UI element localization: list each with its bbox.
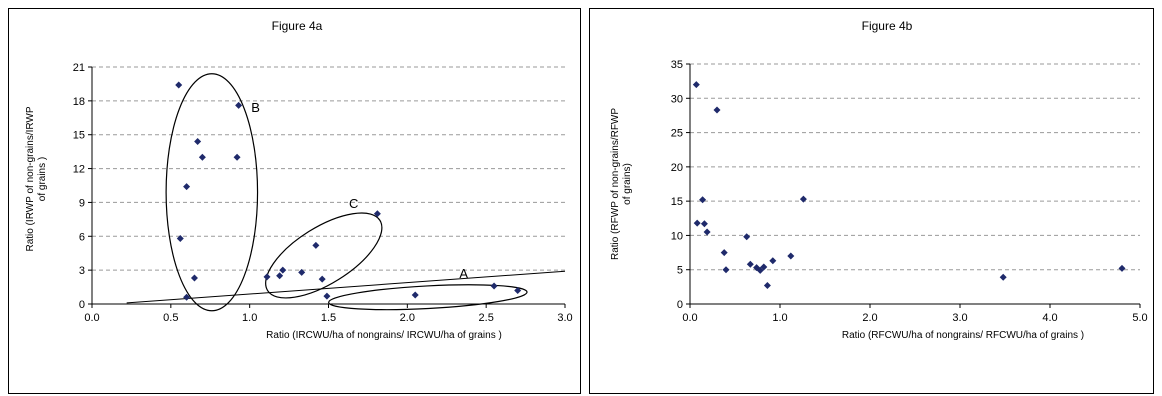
figure-4a-x-tick-label: 3.0 (557, 312, 572, 324)
figure-4a-data-point (183, 183, 191, 191)
figure-4b-y-tick-label: 15 (671, 196, 683, 208)
figure-4a-data-point (490, 282, 498, 290)
figure-4a-data-point (373, 210, 381, 218)
figure-4a-y-tick-label: 0 (79, 299, 85, 311)
figure-4b-data-point (999, 273, 1007, 281)
figure-4a-y-tick-label: 18 (73, 96, 85, 108)
figure-4a-panel: Figure 4a Ratio (IRCWU/ha of nongrains/ … (8, 8, 581, 394)
figure-4b-data-point (769, 257, 777, 265)
figure-4a-x-tick-label: 1.0 (242, 312, 257, 324)
figure-4b-chart: Figure 4b Ratio (RFCWU/ha of nongrains/ … (610, 19, 1148, 341)
figure-4b-x-tick-label: 1.0 (772, 312, 787, 324)
figure-4a-x-tick-label: 0.5 (163, 312, 178, 324)
figure-4a-y-tick-label: 9 (79, 197, 85, 209)
figure-4a-data-point (279, 266, 287, 274)
figure-4b-data-point (743, 233, 751, 241)
figure-4a-data-point (263, 273, 271, 281)
figure-4b-x-tick-label: 2.0 (862, 312, 877, 324)
figure-4a-data-point (323, 292, 331, 300)
figure-4b-data-point (720, 249, 728, 257)
figure-4b-data-point (692, 81, 700, 89)
figure-4b-y-tick-label: 10 (671, 230, 683, 242)
figure-4b-x-tick-label: 4.0 (1042, 312, 1057, 324)
figure-4b-y-tick-label: 5 (677, 265, 683, 277)
figure-4b-y-tick-label: 25 (671, 128, 683, 140)
figure-4b-panel: Figure 4b Ratio (RFCWU/ha of nongrains/ … (589, 8, 1154, 394)
figure-4b-y-tick-label: 0 (677, 299, 683, 311)
figure-4a-data-point (194, 137, 202, 145)
figure-4a-data-point (183, 293, 191, 301)
figure-4a-cluster-label: B (251, 100, 260, 115)
figure-4a-cluster-ellipse (328, 284, 528, 311)
figure-4b-data-point (746, 260, 754, 268)
figure-4a-data-point (176, 235, 184, 243)
figure-4b-y-tick-label: 30 (671, 93, 683, 105)
figure-4a-data-point (298, 268, 306, 276)
figure-4a-y-axis-label-line2: of grains ) (37, 157, 48, 201)
figure-4a-x-tick-label: 0.0 (84, 312, 99, 324)
figure-4b-data-point (693, 219, 701, 227)
figure-4b-data-point (699, 196, 707, 204)
figure-4a-y-axis-label: Ratio (IRWP of non-grains/IRWP (25, 106, 36, 251)
figure-4a-x-tick-label: 2.0 (400, 312, 415, 324)
figure-4a-cluster-label: C (349, 196, 358, 211)
figure-4a-y-tick-label: 21 (73, 62, 85, 74)
figure-4a-y-tick-label: 12 (73, 164, 85, 176)
figure-4b-y-axis-label-line2: of grains) (622, 163, 633, 205)
figure-4b-y-tick-label: 35 (671, 59, 683, 71)
figure-4b-data-point (799, 195, 807, 203)
figure-4a-x-tick-label: 1.5 (321, 312, 336, 324)
figure-4b-x-tick-label: 0.0 (682, 312, 697, 324)
figure-4a-cluster-ellipse (265, 212, 383, 299)
figure-4b-data-point (722, 266, 730, 274)
figure-4a-data-point (276, 272, 284, 280)
figure-4b-data-point (763, 281, 771, 289)
figure-4a-data-point (411, 291, 419, 299)
figure-4b-data-point (700, 220, 708, 228)
figure-4a-data-point (233, 153, 241, 161)
figure-4a-data-point (312, 241, 320, 249)
figure-4a-y-tick-label: 3 (79, 265, 85, 277)
figure-4b-data-point (787, 252, 795, 260)
figure-4b-data-point (1118, 264, 1126, 272)
figure-4a-y-tick-label: 6 (79, 231, 85, 243)
figure-4b-x-tick-label: 5.0 (1132, 312, 1147, 324)
figure-4b-data-point (756, 266, 764, 274)
figure-4b-y-tick-label: 20 (671, 162, 683, 174)
figure-4a-x-axis-label: Ratio (IRCWU/ha of nongrains/ IRCWU/ha o… (266, 330, 502, 341)
figure-4a-cluster-ellipse (165, 73, 259, 312)
figure-4a-x-tick-label: 2.5 (479, 312, 494, 324)
figure-4b-data-point (703, 228, 711, 236)
figure-4a-trendline (126, 270, 566, 304)
figure-4b-data-point (760, 263, 768, 271)
figure-4a-data-point (235, 101, 243, 109)
figure-4b-y-axis-label: Ratio (RFWP of non-grains/RFWP (610, 108, 621, 260)
figure-4a-data-point (190, 274, 198, 282)
figure-4a-y-tick-label: 15 (73, 130, 85, 142)
figure-4a-chart: Figure 4a Ratio (IRCWU/ha of nongrains/ … (25, 19, 573, 341)
figure-4a-title: Figure 4a (272, 19, 323, 33)
figure-4b-x-tick-label: 3.0 (952, 312, 967, 324)
figure-4b-x-axis-label: Ratio (RFCWU/ha of nongrains/ RFCWU/ha o… (842, 330, 1084, 341)
figure-4a-data-point (318, 275, 326, 283)
figure-4a-data-point (198, 153, 206, 161)
figure-4b-data-point (713, 106, 721, 114)
figure-4a-cluster-label: A (459, 266, 468, 281)
figure-4a-data-point (175, 81, 183, 89)
figure-4a-data-point (514, 286, 522, 294)
figure-4b-title: Figure 4b (862, 19, 913, 33)
